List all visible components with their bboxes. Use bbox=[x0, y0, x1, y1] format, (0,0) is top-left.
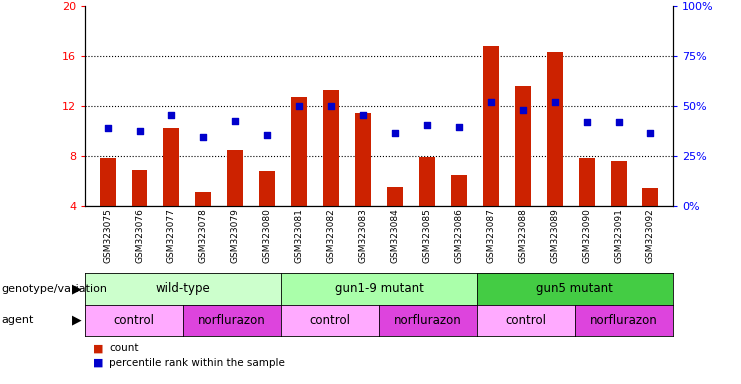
Text: ▶: ▶ bbox=[72, 282, 82, 295]
Text: gun5 mutant: gun5 mutant bbox=[536, 282, 614, 295]
Text: gun1-9 mutant: gun1-9 mutant bbox=[335, 282, 423, 295]
Bar bbox=[131, 170, 147, 256]
Text: GSM323088: GSM323088 bbox=[518, 208, 528, 263]
Text: GSM323083: GSM323083 bbox=[359, 208, 368, 263]
Text: count: count bbox=[109, 343, 139, 353]
Text: norflurazon: norflurazon bbox=[394, 314, 462, 327]
Text: GSM323092: GSM323092 bbox=[646, 208, 655, 263]
Bar bbox=[196, 192, 211, 256]
Point bbox=[581, 119, 593, 125]
Bar bbox=[579, 158, 594, 256]
Bar bbox=[515, 86, 531, 256]
Point bbox=[453, 124, 465, 130]
Point bbox=[262, 132, 273, 138]
Text: ■: ■ bbox=[93, 343, 103, 353]
Text: percentile rank within the sample: percentile rank within the sample bbox=[109, 358, 285, 368]
Point bbox=[102, 125, 113, 131]
Text: GSM323078: GSM323078 bbox=[199, 208, 208, 263]
Text: GSM323086: GSM323086 bbox=[454, 208, 463, 263]
Point bbox=[613, 119, 625, 125]
Text: GSM323077: GSM323077 bbox=[167, 208, 176, 263]
Point bbox=[357, 112, 369, 118]
Point bbox=[293, 103, 305, 109]
Bar bbox=[323, 90, 339, 256]
Text: GSM323076: GSM323076 bbox=[135, 208, 144, 263]
Text: genotype/variation: genotype/variation bbox=[1, 284, 107, 294]
Text: ■: ■ bbox=[93, 358, 103, 368]
Bar bbox=[451, 175, 467, 256]
Text: GSM323090: GSM323090 bbox=[582, 208, 591, 263]
Bar bbox=[164, 128, 179, 256]
Text: norflurazon: norflurazon bbox=[199, 314, 266, 327]
Bar bbox=[419, 157, 435, 256]
Bar bbox=[227, 150, 243, 256]
Bar bbox=[387, 187, 403, 256]
Point bbox=[421, 122, 433, 128]
Text: GSM323085: GSM323085 bbox=[422, 208, 431, 263]
Point bbox=[549, 99, 561, 105]
Text: ▶: ▶ bbox=[72, 314, 82, 327]
Text: control: control bbox=[310, 314, 350, 327]
Text: wild-type: wild-type bbox=[156, 282, 210, 295]
Point bbox=[485, 99, 496, 105]
Text: control: control bbox=[113, 314, 155, 327]
Point bbox=[230, 118, 242, 124]
Bar bbox=[355, 114, 371, 256]
Text: GSM323089: GSM323089 bbox=[550, 208, 559, 263]
Text: GSM323084: GSM323084 bbox=[391, 208, 399, 263]
Text: GSM323075: GSM323075 bbox=[103, 208, 112, 263]
Text: GSM323079: GSM323079 bbox=[230, 208, 240, 263]
Bar bbox=[291, 97, 308, 256]
Text: control: control bbox=[505, 314, 546, 327]
Bar bbox=[99, 158, 116, 256]
Text: GSM323081: GSM323081 bbox=[295, 208, 304, 263]
Point bbox=[165, 112, 177, 118]
Text: GSM323082: GSM323082 bbox=[327, 208, 336, 263]
Text: GSM323091: GSM323091 bbox=[614, 208, 623, 263]
Text: agent: agent bbox=[1, 315, 34, 325]
Point bbox=[133, 128, 145, 134]
Point bbox=[645, 130, 657, 136]
Point bbox=[516, 107, 528, 113]
Point bbox=[197, 134, 209, 140]
Bar bbox=[642, 188, 659, 256]
Bar bbox=[483, 46, 499, 256]
Bar bbox=[259, 171, 275, 256]
Point bbox=[325, 103, 337, 109]
Text: norflurazon: norflurazon bbox=[590, 314, 658, 327]
Text: GSM323087: GSM323087 bbox=[486, 208, 495, 263]
Bar bbox=[547, 52, 562, 256]
Bar bbox=[611, 161, 627, 256]
Text: GSM323080: GSM323080 bbox=[263, 208, 272, 263]
Point bbox=[389, 130, 401, 136]
